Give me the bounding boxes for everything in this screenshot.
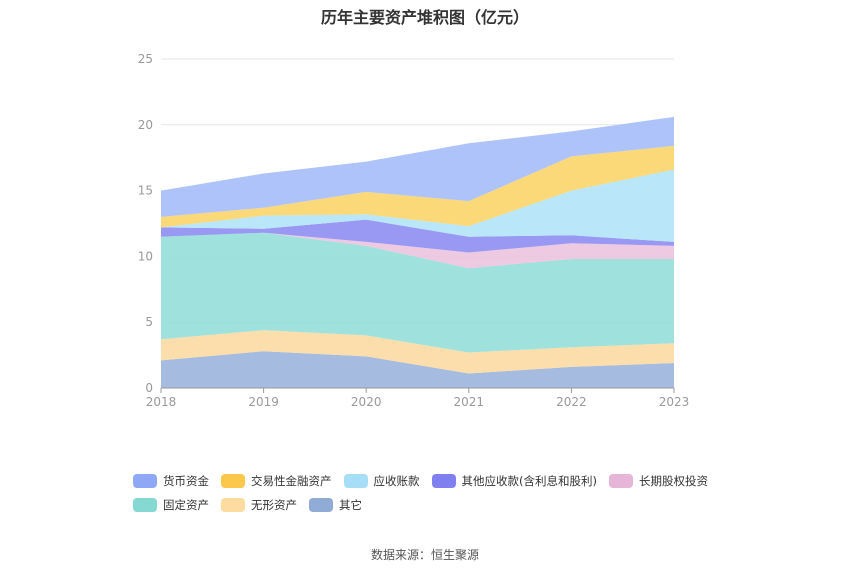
legend-label: 货币资金	[163, 474, 209, 488]
legend-swatch	[221, 474, 245, 488]
legend-label: 无形资产	[251, 498, 297, 512]
legend-item-6[interactable]: 无形资产	[221, 496, 297, 514]
area-series-3	[161, 232, 674, 269]
chart-title: 历年主要资产堆积图（亿元）	[320, 8, 529, 27]
x-tick-label: 2019	[248, 395, 279, 409]
legend-label: 其它	[339, 498, 362, 512]
legend-item-7[interactable]: 其它	[309, 496, 362, 514]
y-tick-label: 0	[145, 381, 153, 395]
area-series-2	[161, 232, 674, 353]
legend-swatch	[608, 474, 633, 488]
y-tick-label: 20	[138, 118, 153, 132]
x-tick-label: 2023	[659, 395, 690, 409]
legend-item-4[interactable]: 长期股权投资	[608, 472, 708, 490]
data-source-note: 数据来源：恒生聚源	[370, 548, 479, 562]
area-series-7	[161, 116, 674, 217]
legend-swatch	[133, 498, 157, 512]
legend-label: 交易性金融资产	[251, 474, 332, 488]
y-tick-label: 5	[145, 315, 153, 329]
legend-swatch	[221, 498, 245, 512]
legend-label: 其他应收款(含利息和股利)	[461, 474, 597, 488]
legend-swatch	[343, 474, 368, 488]
y-tick-label: 15	[138, 184, 153, 198]
y-tick-label: 10	[138, 249, 153, 263]
x-tick-label: 2018	[146, 395, 177, 409]
area-series-1	[161, 330, 674, 374]
y-tick-label: 25	[138, 52, 153, 66]
legend-label: 固定资产	[163, 498, 209, 512]
chart-legend: 货币资金 交易性金融资产 应收账款 其他应收款(含利息和股利) 长期股权投资固定资产 无形…	[133, 472, 753, 514]
area-series-5	[161, 169, 674, 242]
area-series-4	[161, 219, 674, 253]
axes: 0 5 10 15 20 25 2018 2019 2020 2021 2022 2023	[138, 52, 690, 409]
legend-label: 长期股权投资	[638, 474, 708, 488]
legend-label: 应收账款	[373, 474, 420, 488]
legend-item-0[interactable]: 货币资金	[133, 472, 209, 490]
legend-swatch	[133, 474, 157, 488]
legend-item-5[interactable]: 固定资产	[133, 496, 209, 514]
x-tick-label: 2020	[351, 395, 382, 409]
x-tick-label: 2021	[454, 395, 485, 409]
legend-item-1[interactable]: 交易性金融资产	[221, 472, 332, 490]
area-series-0	[161, 351, 674, 388]
legend-item-3[interactable]: 其他应收款(含利息和股利)	[431, 472, 597, 490]
area-series-group	[161, 116, 674, 388]
legend-item-2[interactable]: 应收账款	[343, 472, 420, 490]
area-series-6	[161, 145, 674, 228]
x-tick-label: 2022	[556, 395, 587, 409]
legend-swatch	[431, 474, 456, 488]
legend-swatch	[309, 498, 333, 512]
stacked-area-chart: 0 5 10 15 20 25 2018 2019 2020 2021 2022 2023	[138, 52, 690, 409]
